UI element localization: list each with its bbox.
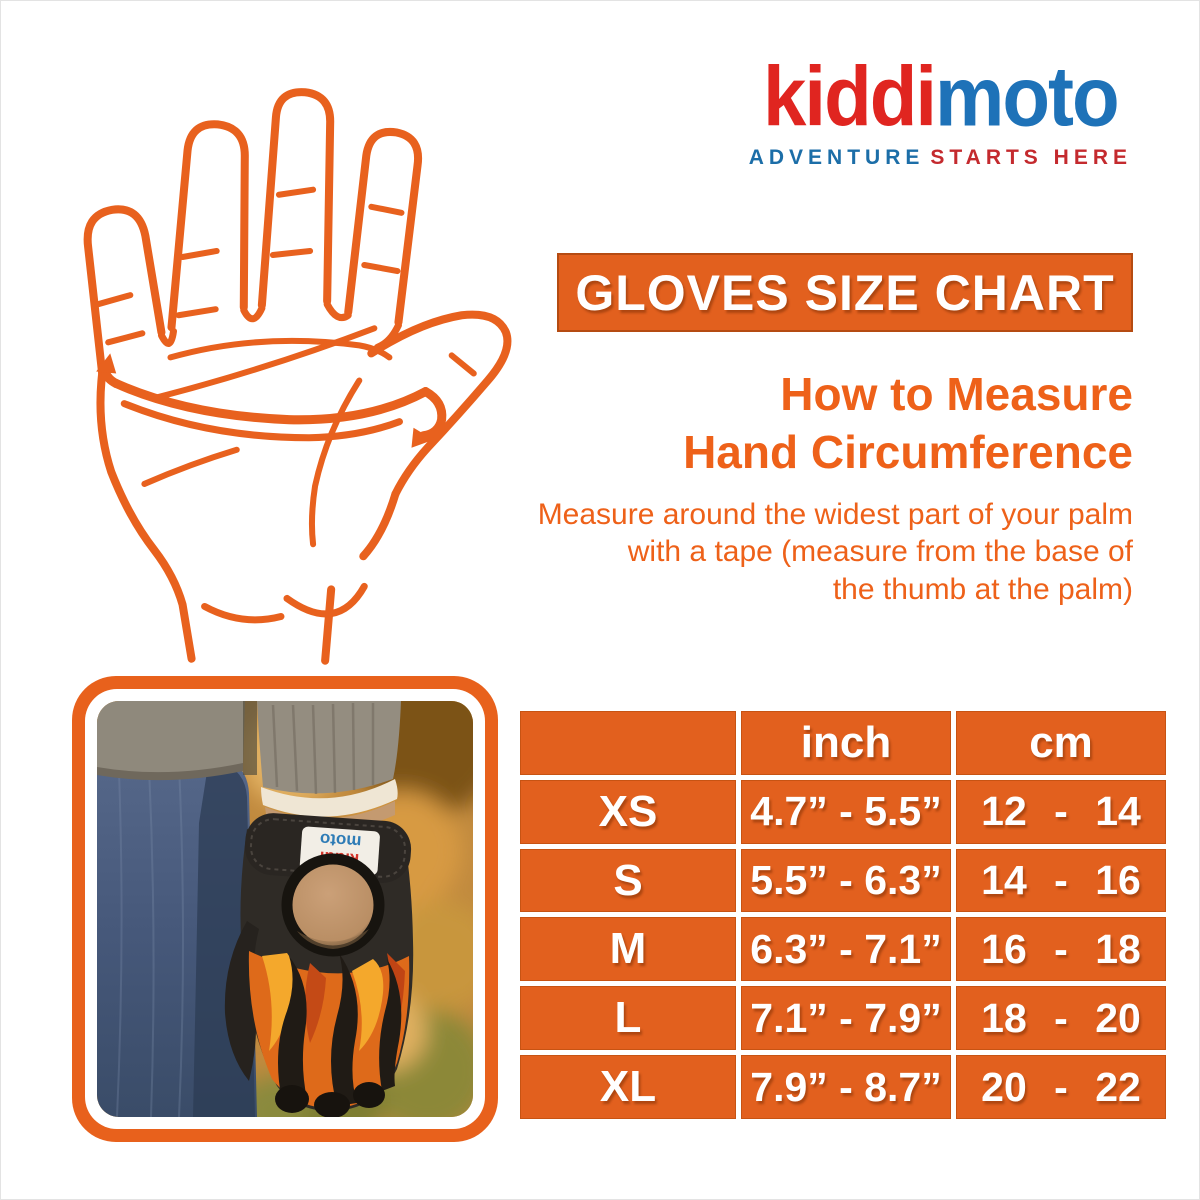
- hole-shadow: [297, 929, 369, 949]
- flame-black-shapes: [278, 953, 402, 1106]
- flame-yellow: [262, 953, 295, 1051]
- middle-finger-outline: [257, 88, 335, 310]
- palm-left-edge: [96, 369, 196, 663]
- measuring-band: [99, 360, 447, 442]
- denim-texture: [116, 764, 184, 1117]
- sweater-body: [97, 701, 245, 777]
- band-arrowheads: [96, 353, 434, 448]
- header-cm: cm: [956, 711, 1166, 775]
- palm-right-edge: [359, 489, 400, 561]
- palm-base-crease-right: [283, 582, 368, 618]
- row-xs-cm: 12 - 14: [956, 779, 1166, 844]
- row-s-inch: 5.5” - 6.3”: [741, 848, 951, 913]
- row-m-inch: 6.3” - 7.1”: [741, 917, 951, 982]
- size-table: inch cm XS 4.7” - 5.5” 12 - 14 S 5.5” - …: [520, 711, 1166, 1119]
- sweater-shadow-gap: [243, 701, 257, 775]
- finger-webbing: [240, 304, 266, 323]
- wrist-right-line: [321, 585, 336, 665]
- how-to-title: How to Measure Hand Circumference: [473, 366, 1133, 482]
- flame-red: [305, 963, 326, 1043]
- how-to-description: Measure around the widest part of your p…: [537, 497, 1133, 606]
- row-xl-size: XL: [520, 1055, 736, 1119]
- row-m-cm: 16 - 18: [956, 917, 1166, 982]
- row-xl-cm: 20 - 22: [956, 1055, 1166, 1119]
- sweater-hem: [97, 763, 243, 781]
- flame-yellow: [352, 959, 384, 1051]
- how-to-title-line1: How to Measure: [780, 368, 1133, 420]
- glove-knuckle-hole: [281, 853, 385, 957]
- knuckle-and-palm-lines: [95, 186, 477, 548]
- row-xs-inch: 4.7” - 5.5”: [741, 779, 951, 844]
- pinky-finger-outline: [83, 205, 166, 378]
- row-s-size: S: [520, 848, 736, 913]
- glove-photo: kiddi moto: [97, 701, 473, 1117]
- row-s-cm: 14 - 16: [956, 848, 1166, 913]
- row-l-size: L: [520, 986, 736, 1051]
- sweater-sleeve: [257, 701, 401, 794]
- strap-stitching: [249, 818, 407, 878]
- finger-webbing: [373, 321, 402, 351]
- logo-moto: moto: [935, 48, 1120, 144]
- logo-kiddi: kiddi: [763, 48, 937, 144]
- index-finger-outline: [344, 127, 423, 327]
- sleeve-rib-texture: [271, 702, 375, 795]
- header-inch: inch: [741, 711, 951, 775]
- wristband: [261, 779, 398, 817]
- hand-measure-illustration: [83, 88, 512, 665]
- finger-webbing: [157, 327, 178, 347]
- row-l-inch: 7.1” - 7.9”: [741, 986, 951, 1051]
- chart-title: GLOVES SIZE CHART: [575, 264, 1115, 321]
- row-xl-inch: 7.9” - 8.7”: [741, 1055, 951, 1119]
- palm-base-crease-left: [201, 602, 285, 624]
- tagline-adventure: ADVENTURE: [748, 146, 925, 169]
- ring-finger-outline: [167, 120, 249, 332]
- how-to-title-line2: Hand Circumference: [683, 425, 1133, 478]
- chart-title-banner: GLOVES SIZE CHART: [557, 253, 1133, 332]
- photo-inner-white-ring: kiddi moto: [85, 689, 485, 1129]
- glove-label-moto: moto: [319, 830, 362, 852]
- brand-logo: kiddimoto ADVENTURE STARTS HERE: [749, 54, 1132, 170]
- finger-webbing: [323, 300, 352, 322]
- row-l-cm: 18 - 20: [956, 986, 1166, 1051]
- header-size: [520, 711, 736, 775]
- row-xs-size: XS: [520, 779, 736, 844]
- how-to-measure-block: How to Measure Hand Circumference Measur…: [473, 366, 1133, 608]
- logo-wordmark: kiddimoto: [749, 54, 1132, 138]
- glove-fingertips: [275, 1082, 385, 1117]
- glove-photo-illustration: kiddi moto: [97, 701, 473, 1117]
- product-photo-frame: kiddi moto: [72, 676, 498, 1142]
- logo-tagline: ADVENTURE STARTS HERE: [749, 146, 1132, 170]
- row-m-size: M: [520, 917, 736, 982]
- thumb-outline: [367, 310, 512, 499]
- tagline-starts-here: STARTS HERE: [930, 146, 1132, 169]
